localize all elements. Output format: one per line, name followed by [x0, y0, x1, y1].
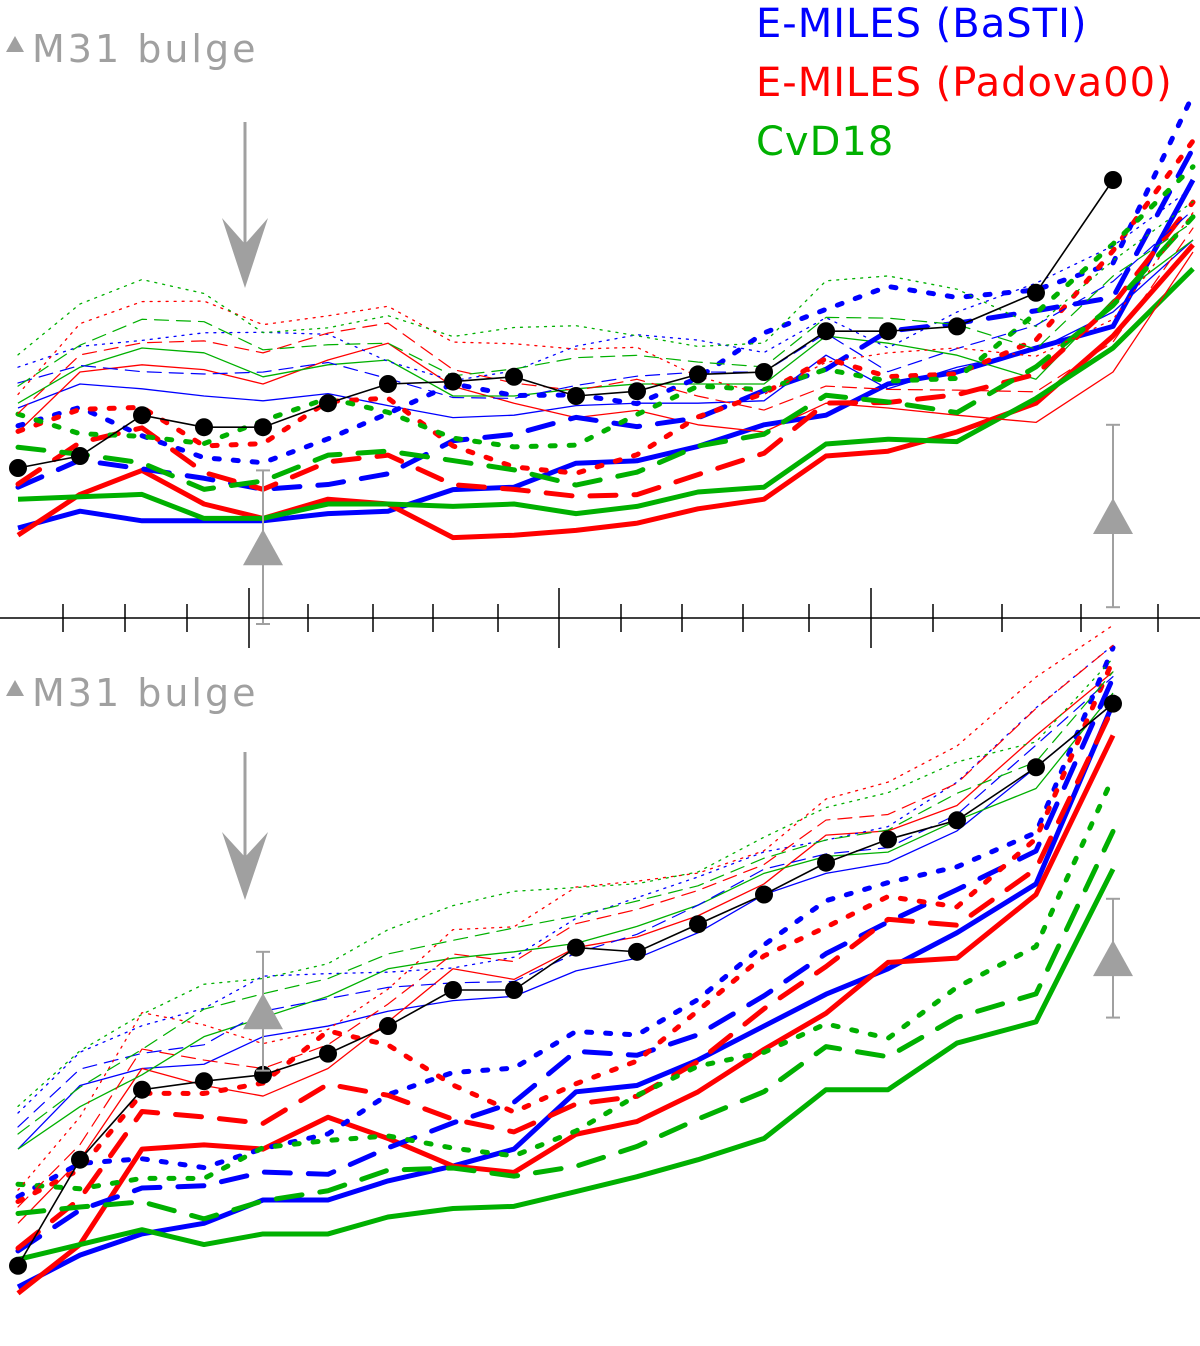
decorative-padova-line: [15, 657, 1116, 1205]
bottom-data-point: [71, 1150, 89, 1169]
top-data-point: [879, 322, 897, 341]
bottom-arrow: [222, 752, 268, 900]
top-data-point: [689, 365, 707, 384]
data-layer: [9, 171, 1133, 1275]
legend-basti: E-MILES (BaSTI): [756, 1, 1087, 47]
top-data-point: [948, 317, 966, 336]
top-arrow: [222, 122, 268, 288]
axis-layer: [0, 588, 1200, 648]
decorative-basti-line: [15, 645, 1116, 1200]
bottom-data-point: [379, 1017, 397, 1036]
decorative-cvd-line: [15, 214, 1196, 492]
decorative-basti-line: [17, 644, 1114, 1114]
top-data-point: [319, 394, 337, 413]
decorative-cvd-line: [15, 774, 1116, 1192]
decorative-cvd-line: [15, 828, 1116, 1222]
top-panel-label-triangle-icon: [6, 36, 24, 52]
decorative-cvd-line: [17, 221, 1194, 387]
decorative-basti-line: [17, 676, 1114, 1128]
top-data-point: [628, 382, 646, 401]
decorative-padova-line: [17, 211, 1194, 396]
decorative-padova-line: [17, 227, 1194, 415]
top-data-point: [133, 406, 151, 425]
legend-cvd: CvD18: [756, 119, 894, 165]
bottom-data-point: [1027, 758, 1045, 777]
bottom-series-cvd-thin-solid: [17, 692, 1114, 1150]
top-panel-label: M31 bulge: [32, 27, 258, 71]
bottom-m31-triangle-marker: [243, 993, 283, 1030]
bottom-data-point: [567, 938, 585, 957]
decorative-padova-line: [15, 199, 1196, 499]
decorative-cvd-line: [17, 657, 1114, 1107]
top-data-point: [755, 363, 773, 381]
decorative-basti-line: [15, 675, 1116, 1254]
bottom-data-point: [319, 1044, 337, 1063]
bottom-series-cvd-thick-solid: [17, 867, 1116, 1262]
top-m31-triangle-marker: [243, 529, 283, 566]
top-data-point: [817, 322, 835, 341]
top-series-padova-thick-solid: [16, 243, 1195, 541]
bottom-data-point: [9, 1256, 27, 1275]
decorative-basti-line: [17, 186, 1194, 382]
bottom-data-point: [948, 811, 966, 830]
top-data-point: [1104, 171, 1122, 189]
bottom-panel-label: M31 bulge: [32, 671, 258, 715]
bottom-m31-triangle-marker: [1093, 940, 1133, 977]
bottom-data-point: [133, 1080, 151, 1099]
top-data-point: [71, 447, 89, 465]
bottom-data-point: [817, 853, 835, 872]
top-data-point: [254, 418, 272, 437]
bottom-data-point: [195, 1072, 213, 1091]
top-data-point: [9, 459, 27, 477]
top-data-point: [379, 375, 397, 393]
decorative-cvd-line: [17, 671, 1114, 1135]
bottom-data-line: [17, 703, 1114, 1267]
decorative-padova-line: [15, 138, 1196, 476]
top-data-line: [17, 179, 1114, 469]
top-data-point: [195, 418, 213, 437]
bottom-data-point: [755, 885, 773, 904]
top-series-basti-thin-solid: [17, 239, 1194, 419]
decorative-padova-line: [15, 705, 1116, 1251]
bottom-series-basti-thin-solid: [17, 703, 1114, 1150]
bottom-series-padova-thick-solid: [16, 734, 1116, 1296]
decorative-padova-line: [17, 644, 1114, 1208]
legend-padova: E-MILES (Padova00): [756, 60, 1173, 106]
bottom-data-point: [505, 981, 523, 999]
bottom-panel-label-triangle-icon: [6, 680, 24, 696]
bottom-data-point: [628, 942, 646, 961]
bottom-data-point: [1104, 694, 1122, 713]
top-m31-triangle-marker: [1093, 498, 1133, 534]
bottom-data-point: [689, 915, 707, 934]
top-data-point: [1027, 283, 1045, 302]
top-data-point: [444, 372, 462, 391]
top-data-point: [505, 367, 523, 386]
bottom-data-point: [444, 981, 462, 999]
decorative-cvd-line: [17, 200, 1194, 356]
top-series-cvd-thick-solid: [17, 267, 1195, 521]
bottom-data-point: [879, 830, 897, 849]
decorative-basti-line: [17, 209, 1194, 399]
top-data-point: [567, 387, 585, 405]
decorative-cvd-line: [15, 164, 1196, 450]
